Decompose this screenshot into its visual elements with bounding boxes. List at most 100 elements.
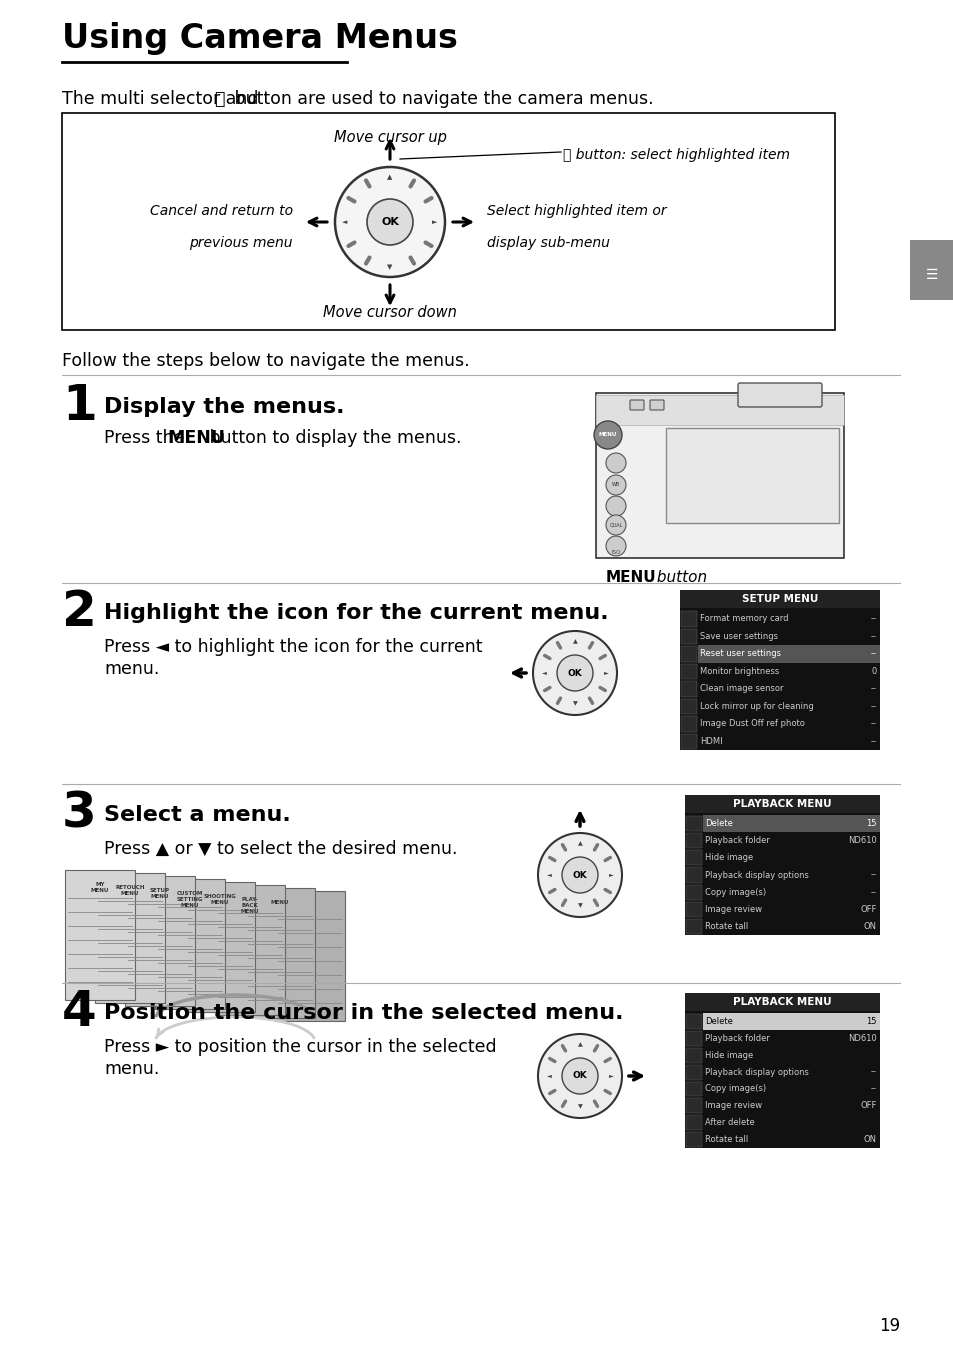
Bar xyxy=(685,850,701,865)
Text: OK: OK xyxy=(380,218,398,227)
Text: Ⓚ: Ⓚ xyxy=(213,91,224,108)
Bar xyxy=(680,681,697,696)
FancyBboxPatch shape xyxy=(649,400,663,410)
Text: ◄: ◄ xyxy=(546,872,551,877)
Text: OK: OK xyxy=(567,668,581,677)
Bar xyxy=(125,876,194,1006)
Text: Cancel and return to: Cancel and return to xyxy=(150,204,293,218)
Text: Rotate tall: Rotate tall xyxy=(704,922,747,932)
Bar xyxy=(245,888,314,1018)
Text: Highlight the icon for the current menu.: Highlight the icon for the current menu. xyxy=(104,603,608,623)
Bar xyxy=(685,902,701,917)
FancyBboxPatch shape xyxy=(738,383,821,407)
Text: Press ◄ to highlight the icon for the current: Press ◄ to highlight the icon for the cu… xyxy=(104,638,482,656)
Text: The multi selector and: The multi selector and xyxy=(62,91,264,108)
Text: previous menu: previous menu xyxy=(190,237,293,250)
Bar xyxy=(596,393,843,558)
Text: Format memory card: Format memory card xyxy=(700,614,788,623)
Bar xyxy=(685,884,701,899)
Text: MENU: MENU xyxy=(598,433,617,438)
Circle shape xyxy=(557,654,593,691)
Bar xyxy=(274,891,345,1021)
Text: After delete: After delete xyxy=(704,1118,754,1128)
Text: ▼: ▼ xyxy=(387,264,393,270)
Bar xyxy=(685,817,701,831)
Text: MY
MENU: MY MENU xyxy=(91,882,109,892)
Text: ▲: ▲ xyxy=(577,841,581,846)
Text: Press ► to position the cursor in the selected: Press ► to position the cursor in the se… xyxy=(104,1038,497,1056)
Circle shape xyxy=(335,168,444,277)
Text: Press the: Press the xyxy=(104,429,190,448)
Text: --: -- xyxy=(870,614,876,623)
Bar xyxy=(680,717,697,731)
Bar xyxy=(680,646,697,661)
Text: Playback display options: Playback display options xyxy=(704,871,808,880)
Text: ◄: ◄ xyxy=(546,1073,551,1079)
Text: WB: WB xyxy=(611,483,619,488)
Text: Playback folder: Playback folder xyxy=(704,837,769,845)
Bar xyxy=(685,1082,701,1096)
Text: --: -- xyxy=(870,888,876,896)
Text: --: -- xyxy=(870,631,876,641)
Bar xyxy=(685,1048,701,1063)
Text: ▼: ▼ xyxy=(577,1105,581,1110)
Text: SHOOTING
MENU: SHOOTING MENU xyxy=(203,894,236,904)
Text: ►: ► xyxy=(603,671,608,676)
Bar xyxy=(596,395,843,425)
Bar xyxy=(680,629,697,644)
Text: ▼: ▼ xyxy=(572,702,577,707)
Bar xyxy=(214,886,285,1015)
Text: Image Dust Off ref photo: Image Dust Off ref photo xyxy=(700,719,804,729)
Text: Image review: Image review xyxy=(704,1102,761,1110)
Circle shape xyxy=(561,857,598,894)
Text: --: -- xyxy=(870,649,876,658)
Bar xyxy=(684,795,879,813)
Bar xyxy=(679,589,879,750)
Text: Rotate tall: Rotate tall xyxy=(704,1136,747,1144)
Bar xyxy=(685,1098,701,1113)
Text: OFF: OFF xyxy=(860,1102,876,1110)
Text: --: -- xyxy=(870,1068,876,1076)
Circle shape xyxy=(605,535,625,556)
Text: Clean image sensor: Clean image sensor xyxy=(700,684,782,694)
Bar xyxy=(65,869,135,1000)
Text: Using Camera Menus: Using Camera Menus xyxy=(62,22,457,55)
Text: button: button xyxy=(651,571,706,585)
Bar xyxy=(684,795,879,936)
Text: --: -- xyxy=(870,702,876,711)
Text: --: -- xyxy=(870,871,876,880)
Text: Save user settings: Save user settings xyxy=(700,631,778,641)
Text: PLAY-
BACK
MENU: PLAY- BACK MENU xyxy=(240,896,259,914)
Text: SETUP MENU: SETUP MENU xyxy=(741,594,818,604)
Text: 19: 19 xyxy=(878,1317,899,1334)
Text: Playback folder: Playback folder xyxy=(704,1034,769,1042)
Bar xyxy=(685,1030,701,1045)
Text: Position the cursor in the selected menu.: Position the cursor in the selected menu… xyxy=(104,1003,623,1023)
Text: PLAYBACK MENU: PLAYBACK MENU xyxy=(733,996,831,1007)
Text: Image review: Image review xyxy=(704,904,761,914)
Bar xyxy=(680,611,697,626)
Text: ☰: ☰ xyxy=(924,268,937,283)
Bar xyxy=(702,815,879,831)
Text: Press ▲ or ▼ to select the desired menu.: Press ▲ or ▼ to select the desired menu. xyxy=(104,840,457,859)
Text: OFF: OFF xyxy=(860,904,876,914)
Text: OK: OK xyxy=(572,871,587,880)
Bar xyxy=(685,833,701,848)
Text: ISO: ISO xyxy=(611,550,620,556)
Circle shape xyxy=(533,631,617,715)
Text: --: -- xyxy=(870,1084,876,1094)
Text: Move cursor down: Move cursor down xyxy=(323,306,456,320)
Text: Lock mirror up for cleaning: Lock mirror up for cleaning xyxy=(700,702,813,711)
Text: --: -- xyxy=(870,737,876,746)
Text: SETUP
MENU: SETUP MENU xyxy=(150,888,170,899)
Text: MENU: MENU xyxy=(605,571,656,585)
Text: Playback display options: Playback display options xyxy=(704,1068,808,1076)
Bar xyxy=(679,589,879,608)
Text: CUSTOM
SETTING
MENU: CUSTOM SETTING MENU xyxy=(176,891,203,907)
Bar xyxy=(62,114,834,330)
Bar xyxy=(909,241,953,300)
Text: 1: 1 xyxy=(62,383,97,430)
Circle shape xyxy=(537,1034,621,1118)
Bar xyxy=(680,699,697,714)
Text: Select highlighted item or: Select highlighted item or xyxy=(486,204,666,218)
